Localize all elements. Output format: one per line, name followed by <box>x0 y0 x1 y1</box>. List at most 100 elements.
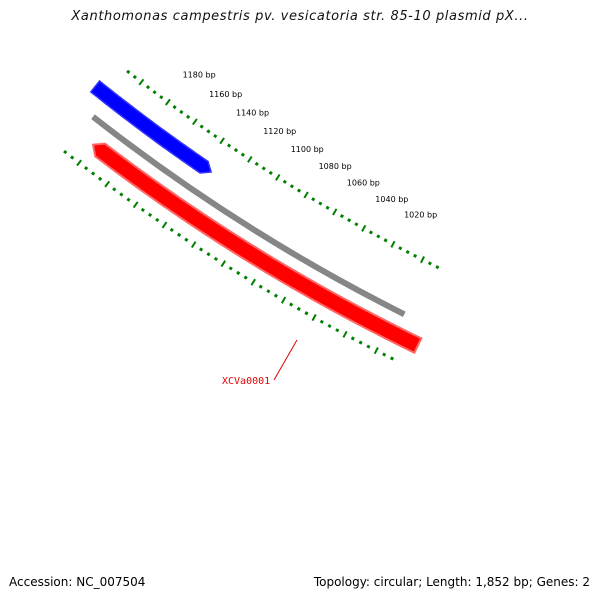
inner-tick <box>250 278 256 286</box>
tick-label: 1020 bp <box>404 211 437 220</box>
outer-tick <box>213 134 218 139</box>
inner-tick <box>280 296 287 304</box>
tick-label: 1180 bp <box>183 71 216 80</box>
inner-tick <box>155 217 160 223</box>
outer-tick <box>240 152 245 157</box>
gene-label-xcva0001[interactable]: XCVa0001 <box>222 376 270 387</box>
outer-tick <box>247 155 253 163</box>
outer-tick <box>296 188 302 193</box>
outer-tick <box>275 173 281 181</box>
inner-tick <box>311 314 317 322</box>
outer-tick <box>254 161 259 167</box>
inner-tick <box>132 201 139 209</box>
outer-tick <box>159 95 164 100</box>
inner-tick <box>63 149 68 155</box>
outer-tick <box>179 109 184 115</box>
accession-text: Accession: NC_007504 <box>9 575 146 589</box>
outer-ticks <box>126 69 440 270</box>
outer-tick <box>233 148 239 153</box>
outer-tick <box>268 170 273 176</box>
outer-tick <box>282 179 287 184</box>
outer-tick <box>165 98 171 106</box>
tick-label: 1040 bp <box>375 195 408 204</box>
inner-tick <box>169 227 174 233</box>
inner-tick <box>199 247 204 252</box>
outer-tick <box>420 256 425 264</box>
inner-tick <box>76 159 82 167</box>
outer-tick <box>145 85 151 90</box>
outer-tick <box>413 253 418 258</box>
outer-tick <box>185 114 191 119</box>
outer-tick <box>405 250 410 255</box>
inner-tick <box>184 237 189 242</box>
outer-tick <box>172 105 177 110</box>
tick-label: 1060 bp <box>347 179 380 188</box>
inner-tick <box>228 266 233 271</box>
outer-tick <box>435 265 440 270</box>
inner-tick <box>213 256 218 262</box>
inner-tick <box>243 275 248 280</box>
outer-tick <box>311 197 316 202</box>
inner-tick <box>266 289 271 294</box>
outer-tick <box>347 218 352 223</box>
outer-tick <box>152 90 157 95</box>
outer-tick <box>206 129 211 134</box>
inner-tick <box>296 306 301 311</box>
inner-tick <box>289 302 294 307</box>
inner-tick <box>220 260 227 268</box>
inner-tick <box>319 319 324 324</box>
gene-label-leader <box>273 339 298 381</box>
outer-tick <box>339 214 344 219</box>
outer-tick <box>303 191 309 199</box>
tick-label: 1080 bp <box>319 162 352 171</box>
inner-tick <box>327 323 332 329</box>
outer-tick <box>390 240 396 248</box>
inner-tick <box>366 344 371 349</box>
tick-label: 1100 bp <box>291 145 324 154</box>
inner-tick <box>190 241 197 249</box>
genome-summary: Topology: circular; Length: 1,852 bp; Ge… <box>313 575 590 589</box>
outer-tick <box>199 124 204 129</box>
inner-tick <box>373 347 379 355</box>
inner-tick <box>112 187 117 192</box>
inner-tick <box>389 356 395 361</box>
gene-xcva0001[interactable] <box>91 142 423 355</box>
outer-tick <box>361 224 367 232</box>
outer-tick <box>219 137 225 145</box>
inner-tick <box>147 212 153 218</box>
plasmid-backbone <box>91 114 406 317</box>
inner-tick <box>342 330 348 338</box>
inner-tick <box>176 232 182 237</box>
inner-tick <box>97 176 103 181</box>
inner-ticks <box>63 149 395 361</box>
inner-tick <box>70 155 75 160</box>
outer-tick <box>354 222 359 227</box>
outer-tick <box>138 78 145 86</box>
inner-tick <box>104 180 111 188</box>
tick-labels: 1180 bp 1160 bp 1140 bp 1120 bp 1100 bp 1080 … <box>183 71 438 220</box>
outer-tick <box>376 234 381 239</box>
inner-tick <box>83 166 89 171</box>
inner-tick <box>206 252 211 257</box>
outer-tick <box>318 201 323 206</box>
inner-tick <box>119 192 124 197</box>
outer-tick <box>261 166 266 171</box>
gene-forward-strand[interactable] <box>89 79 213 174</box>
inner-tick <box>304 311 309 316</box>
outer-tick <box>383 238 388 243</box>
inner-tick <box>335 328 340 333</box>
tick-label: 1120 bp <box>263 127 296 136</box>
inner-tick <box>140 207 145 212</box>
outer-tick <box>368 230 373 235</box>
inner-tick <box>358 340 363 345</box>
inner-tick <box>90 171 96 176</box>
inner-tick <box>273 293 278 298</box>
map-title: Xanthomonas campestris pv. vesicatoria s… <box>71 9 529 24</box>
outer-tick <box>191 118 198 126</box>
inner-tick <box>258 284 263 289</box>
outer-tick <box>427 261 432 266</box>
outer-tick <box>132 74 137 80</box>
outer-tick <box>332 208 338 216</box>
outer-tick <box>226 143 232 148</box>
